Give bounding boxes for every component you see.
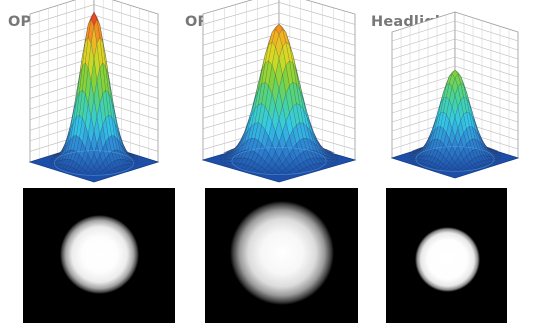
- or-light-spot-image: [205, 188, 358, 323]
- headlight-spot-image: [386, 188, 507, 323]
- headlight-spot: [415, 227, 480, 292]
- opela-intensity-surface-plot: [28, 0, 160, 183]
- headlight-intensity-surface-plot: [390, 11, 520, 179]
- opela-light-spot: [60, 215, 139, 294]
- or-light-intensity-surface-plot: [201, 0, 357, 183]
- or-light-spot: [230, 200, 334, 306]
- opela-light-spot-image: [23, 188, 175, 323]
